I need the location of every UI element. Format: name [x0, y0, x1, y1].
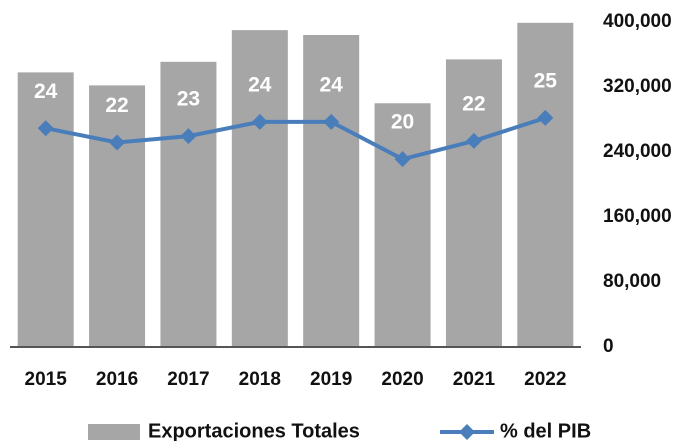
bar — [17, 72, 74, 347]
data-label: 22 — [105, 94, 128, 117]
line-marker — [37, 120, 54, 137]
line-marker — [537, 109, 554, 126]
data-label: 20 — [391, 111, 414, 134]
y-tick-label: 160,000 — [603, 206, 672, 227]
line-marker — [109, 134, 126, 151]
legend-label: Exportaciones Totales — [148, 420, 360, 441]
x-tick-label: 2018 — [239, 369, 281, 390]
x-tick-label: 2017 — [167, 369, 209, 390]
x-tick-label: 2016 — [96, 369, 138, 390]
data-label: 24 — [34, 80, 58, 103]
bar — [303, 35, 360, 347]
bar — [374, 103, 431, 347]
line — [45, 116, 546, 162]
y-tick-label: 80,000 — [603, 271, 661, 292]
y-tick-label: 320,000 — [603, 76, 672, 97]
bar — [160, 61, 217, 347]
data-label: 23 — [177, 88, 200, 111]
bar — [89, 85, 146, 347]
x-tick-label: 2022 — [524, 369, 566, 390]
y-tick-label: 240,000 — [603, 141, 672, 162]
line-marker — [394, 151, 411, 168]
x-tick-label: 2019 — [310, 369, 352, 390]
legend-swatch — [88, 424, 140, 440]
data-label: 25 — [534, 69, 558, 92]
bar — [517, 22, 574, 347]
bar — [231, 30, 288, 347]
legend-label: % del PIB — [500, 420, 591, 441]
line-marker — [180, 128, 197, 145]
legend-marker — [459, 424, 475, 440]
y-tick-label: 0 — [603, 336, 614, 357]
y-tick-label: 400,000 — [603, 11, 672, 32]
x-tick-label: 2020 — [381, 369, 423, 390]
data-label: 22 — [462, 92, 485, 115]
line-marker — [323, 113, 340, 130]
bar — [445, 59, 502, 347]
line-marker — [465, 132, 482, 149]
x-tick-label: 2021 — [453, 369, 496, 390]
data-label: 24 — [320, 73, 344, 96]
line-marker — [251, 113, 268, 130]
data-label: 24 — [248, 73, 272, 96]
x-tick-label: 2015 — [25, 369, 68, 390]
